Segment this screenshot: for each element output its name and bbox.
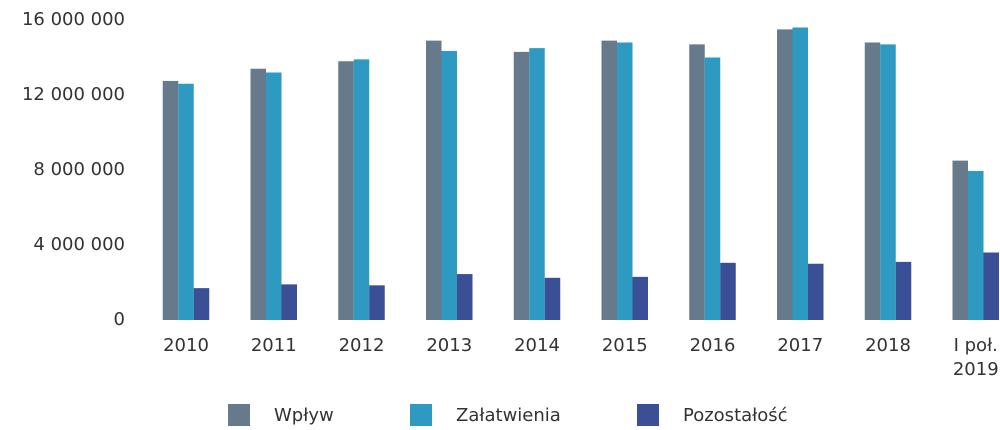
bar — [457, 274, 473, 320]
legend-swatch — [228, 404, 250, 426]
bar — [178, 83, 194, 320]
y-tick-label: 8 000 000 — [33, 159, 125, 180]
bar — [777, 29, 793, 320]
legend-label: Załatwienia — [456, 405, 561, 426]
bar — [529, 48, 545, 320]
legend-swatch — [410, 404, 432, 426]
bar — [281, 284, 297, 320]
bar — [513, 51, 530, 320]
bar — [952, 160, 968, 320]
legend-swatch — [637, 404, 659, 426]
legend-label: Wpływ — [274, 405, 334, 426]
x-tick-label: 2016 — [689, 335, 736, 356]
x-tick-label: 2017 — [777, 335, 824, 356]
y-tick-label: 12 000 000 — [22, 84, 125, 105]
x-tick-label: 2011 — [250, 335, 297, 356]
bar — [720, 262, 736, 320]
x-tick-label: 2014 — [514, 335, 560, 356]
bar — [689, 44, 705, 320]
bar — [601, 40, 617, 320]
bar — [968, 170, 984, 320]
bar — [162, 80, 179, 320]
bar — [426, 40, 442, 320]
bar — [704, 57, 721, 320]
x-tick-label: 2018 — [865, 335, 911, 356]
bar — [441, 50, 457, 320]
bar — [895, 261, 912, 320]
y-tick-label: 0 — [114, 309, 125, 330]
bar — [266, 72, 282, 320]
bar — [880, 44, 896, 320]
bar — [250, 68, 266, 320]
bar — [353, 59, 370, 320]
bar — [983, 252, 999, 320]
bar — [617, 42, 633, 320]
bar — [632, 276, 648, 320]
bar — [864, 42, 881, 320]
bar — [808, 263, 824, 320]
x-tick-label: 2013 — [426, 335, 473, 356]
bar — [792, 27, 808, 320]
x-tick-label: 2015 — [601, 335, 648, 356]
y-tick-label: 4 000 000 — [33, 234, 125, 255]
legend-label: Pozostałość — [683, 405, 788, 426]
y-tick-label: 16 000 000 — [22, 9, 125, 30]
bar — [338, 61, 354, 320]
bar — [193, 288, 210, 320]
x-tick-label: 2012 — [338, 335, 385, 356]
x-tick-label: I poł. 2019 — [952, 335, 999, 380]
x-tick-label: 2010 — [163, 335, 209, 356]
bar — [544, 277, 561, 320]
bar — [369, 285, 385, 320]
